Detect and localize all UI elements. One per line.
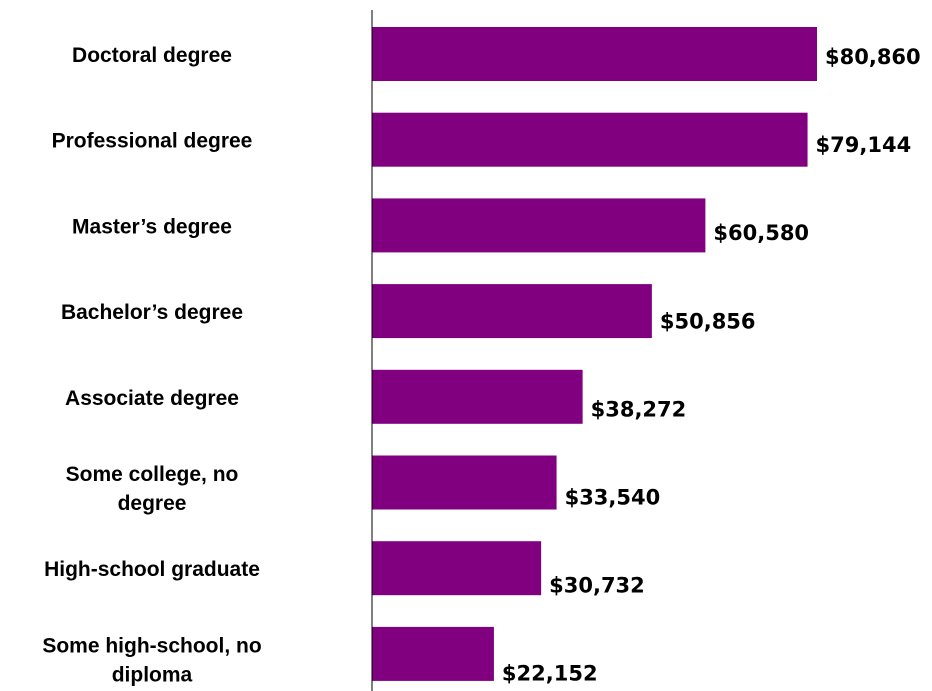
value-label-3: $50,856 — [660, 309, 756, 333]
category-label-0-line-0: Doctoral degree — [72, 44, 232, 67]
category-label-7: Some high-school, no diploma — [42, 634, 261, 686]
bar-2 — [372, 198, 706, 253]
value-label-4: $38,272 — [591, 397, 687, 421]
category-label-7-line-1: diploma — [112, 663, 193, 686]
category-label-1: Professional degree — [52, 130, 253, 153]
category-label-1-line-0: Professional degree — [52, 130, 253, 153]
category-label-3: Bachelor’s degree — [61, 301, 243, 324]
category-label-0: Doctoral degree — [72, 44, 232, 67]
bar-5 — [372, 455, 557, 510]
value-label-7: $22,152 — [502, 662, 598, 686]
bar-0 — [372, 27, 817, 81]
bar-6 — [372, 541, 542, 596]
value-label-1: $79,144 — [816, 133, 912, 157]
value-labels-group: $80,860 $79,144 $60,580 $50,856 $38,272 $33,5… — [502, 45, 921, 686]
category-label-2-line-0: Master’s degree — [72, 215, 232, 238]
category-label-4: Associate degree — [65, 387, 239, 410]
category-label-2: Master’s degree — [72, 215, 232, 238]
category-label-5-line-1: degree — [118, 492, 187, 515]
value-label-6: $30,732 — [549, 574, 645, 598]
value-label-5: $33,540 — [565, 486, 661, 510]
category-label-7-line-0: Some high-school, no — [42, 634, 261, 657]
category-label-5: Some college, no degree — [66, 463, 239, 515]
value-label-2: $60,580 — [713, 221, 809, 245]
category-label-4-line-0: Associate degree — [65, 387, 239, 410]
bar-7 — [372, 626, 494, 681]
bars-group — [372, 27, 817, 681]
value-label-0: $80,860 — [825, 45, 921, 69]
category-label-6-line-0: High-school graduate — [44, 558, 260, 581]
category-label-6: High-school graduate — [44, 558, 260, 581]
bar-4 — [372, 369, 583, 424]
category-label-3-line-0: Bachelor’s degree — [61, 301, 243, 324]
bar-1 — [372, 112, 808, 167]
category-labels-group: Doctoral degree Professional degree Master… — [42, 44, 261, 686]
category-label-5-line-0: Some college, no — [66, 463, 239, 486]
bar-3 — [372, 284, 652, 339]
